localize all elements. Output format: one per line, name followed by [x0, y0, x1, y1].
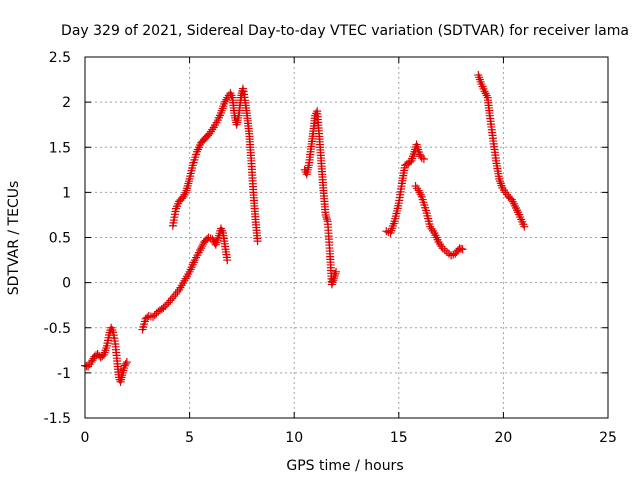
data-point: [150, 311, 159, 320]
data-point: [440, 246, 449, 255]
y-tick-label: -0.5: [44, 321, 71, 337]
data-point: [458, 245, 467, 254]
chart-title: Day 329 of 2021, Sidereal Day-to-day VTE…: [61, 23, 629, 39]
data-point: [328, 278, 337, 287]
data-point: [159, 303, 168, 312]
x-tick-label: 0: [81, 430, 90, 446]
data-point: [223, 256, 232, 265]
y-tick-label: 2: [62, 95, 71, 111]
data-point: [322, 215, 331, 224]
data-point: [122, 358, 131, 367]
data-point: [171, 290, 180, 299]
data-point: [196, 246, 205, 255]
data-point: [322, 213, 331, 222]
data-point: [169, 292, 178, 301]
x-tick-label: 25: [599, 430, 617, 446]
data-point: [447, 251, 456, 260]
x-axis-label: GPS time / hours: [286, 458, 403, 474]
data-point: [416, 190, 425, 199]
grid: [85, 57, 608, 418]
data-point: [419, 154, 428, 163]
data-points: [81, 71, 529, 386]
data-point: [197, 244, 206, 253]
x-tick-label: 20: [494, 430, 512, 446]
data-point: [168, 294, 177, 303]
data-point: [161, 302, 170, 311]
data-point: [520, 222, 529, 231]
data-point: [148, 312, 157, 321]
data-point: [332, 267, 341, 276]
x-tick-label: 15: [390, 430, 408, 446]
x-tick-label: 10: [285, 430, 303, 446]
y-tick-label: 1: [62, 185, 71, 201]
y-tick-label: 0: [62, 276, 71, 292]
data-point: [166, 296, 175, 305]
axis-ticks: 0 5 10 15 20 25 -1.5 -1 -0.5 0 0.5 1 1.5 2 2.5: [44, 50, 617, 446]
data-point: [121, 359, 130, 368]
y-tick-label: -1: [57, 366, 71, 382]
y-tick-label: 2.5: [49, 50, 71, 66]
data-point: [162, 300, 171, 309]
y-tick-label: 1.5: [49, 140, 71, 156]
data-point: [164, 298, 173, 307]
y-tick-label: 0.5: [49, 231, 71, 247]
y-axis-label: SDTVAR / TECUs: [6, 181, 22, 296]
x-tick-label: 5: [185, 430, 194, 446]
data-point: [198, 242, 207, 251]
y-tick-label: -1.5: [44, 411, 71, 427]
data-point: [253, 237, 262, 246]
